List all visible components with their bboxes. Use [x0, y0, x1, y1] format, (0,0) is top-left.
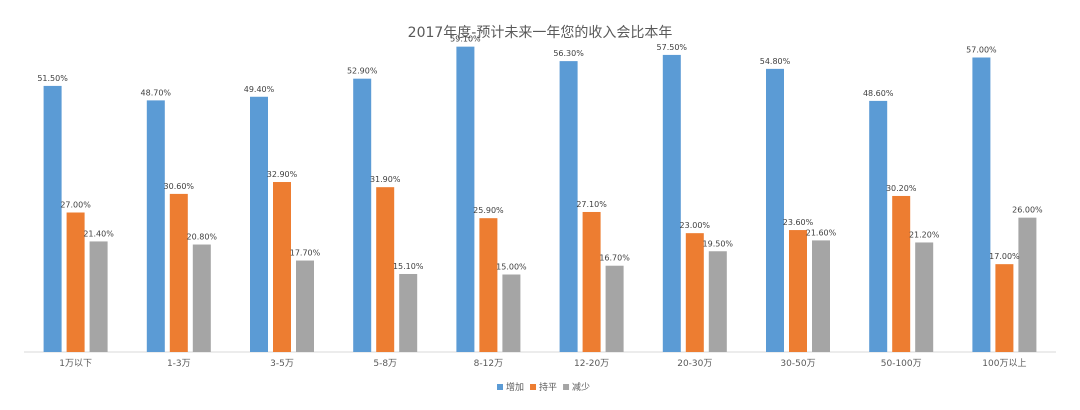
- legend: 增加 持平 减少: [497, 381, 590, 393]
- data-label-s0-c4: 59.10%: [450, 35, 481, 44]
- x-tick-label-1: 1-3万: [167, 359, 191, 369]
- data-label-s0-c3: 52.90%: [347, 67, 378, 76]
- legend-swatch-0: [497, 384, 503, 390]
- bar-s1-c7: [789, 230, 807, 352]
- data-label-s2-c6: 19.50%: [703, 239, 734, 248]
- legend-swatch-2: [563, 384, 570, 390]
- data-label-s1-c2: 32.90%: [267, 170, 298, 179]
- chart-title: 2017年度-预计未来一年您的收入会比本年: [408, 24, 673, 41]
- bar-s1-c1: [169, 193, 188, 352]
- bar-s2-c6: [708, 251, 727, 352]
- bar-s0-c1: [146, 100, 165, 352]
- bar-s0-c2: [250, 96, 268, 353]
- data-label-s1-c9: 17.00%: [989, 252, 1020, 261]
- legend-label-0: 增加: [506, 381, 524, 393]
- data-label-s0-c8: 48.60%: [863, 89, 894, 98]
- bar-s2-c3: [399, 273, 418, 352]
- data-label-s1-c1: 30.60%: [164, 182, 195, 191]
- legend-label-2: 减少: [572, 381, 590, 393]
- bar-s1-c0: [66, 212, 85, 352]
- x-tick-label-3: 5-8万: [373, 359, 397, 369]
- bar-s1-c5: [582, 211, 601, 352]
- data-label-s0-c9: 57.00%: [966, 46, 997, 55]
- data-label-s1-c7: 23.60%: [783, 218, 814, 227]
- bar-s2-c7: [812, 240, 830, 352]
- legend-label-1: 持平: [539, 381, 557, 393]
- data-label-s0-c0: 51.50%: [37, 74, 68, 83]
- x-tick-label-0: 1万以下: [59, 359, 92, 369]
- bar-s0-c8: [869, 100, 888, 353]
- data-label-s1-c6: 23.00%: [680, 221, 711, 230]
- bar-s2-c1: [192, 244, 211, 352]
- data-label-s2-c5: 16.70%: [599, 254, 630, 263]
- bar-s1-c3: [376, 187, 395, 352]
- bar-s0-c3: [353, 78, 372, 352]
- bar-s2-c8: [915, 242, 934, 352]
- bar-s0-c4: [456, 46, 475, 353]
- data-label-s1-c0: 27.00%: [60, 201, 91, 210]
- data-label-s2-c9: 26.00%: [1012, 206, 1043, 215]
- data-label-s1-c8: 30.20%: [886, 184, 917, 193]
- x-tick-label-5: 12-20万: [574, 359, 609, 369]
- data-label-s1-c3: 31.90%: [370, 175, 401, 184]
- data-label-s1-c4: 25.90%: [473, 206, 504, 215]
- data-label-s2-c1: 20.80%: [187, 233, 218, 242]
- data-label-s2-c0: 21.40%: [83, 229, 114, 238]
- bar-s2-c5: [605, 265, 624, 352]
- data-label-s0-c6: 57.50%: [657, 43, 688, 52]
- bar-s1-c8: [892, 195, 911, 352]
- data-label-s0-c2: 49.40%: [244, 85, 275, 94]
- legend-swatch-1: [530, 384, 537, 390]
- bar-s2-c4: [502, 274, 521, 352]
- data-label-s2-c2: 17.70%: [290, 249, 321, 258]
- x-tick-label-8: 50-100万: [881, 359, 922, 369]
- x-tick-label-7: 30-50万: [780, 359, 815, 369]
- bar-s1-c2: [273, 182, 291, 352]
- data-label-s2-c8: 21.20%: [909, 230, 940, 239]
- data-label-s0-c5: 56.30%: [553, 49, 584, 58]
- data-label-s1-c5: 27.10%: [576, 200, 607, 209]
- x-tick-labels-group: 1万以下 1-3万 3-5万 5-8万 8-12万 12-20万 20-30万 30-50万 5…: [59, 358, 1026, 369]
- bars-group: [43, 46, 1037, 353]
- data-label-s2-c4: 15.00%: [496, 263, 527, 272]
- x-tick-label-6: 20-30万: [677, 359, 712, 369]
- x-tick-label-9: 100万以上: [982, 358, 1026, 369]
- data-label-s2-c7: 21.60%: [806, 228, 837, 237]
- bar-s0-c9: [972, 57, 991, 352]
- bar-s0-c7: [766, 68, 784, 352]
- x-tick-label-4: 8-12万: [474, 359, 503, 369]
- bar-s2-c9: [1018, 217, 1037, 352]
- bar-s0-c0: [43, 85, 62, 353]
- bar-s2-c0: [89, 241, 108, 352]
- bar-s1-c6: [685, 233, 704, 352]
- x-tick-label-2: 3-5万: [270, 359, 294, 369]
- data-labels-group: 51.50% 27.00% 21.40% 48.70% 30.60% 20.80% 49.4…: [37, 35, 1043, 272]
- bar-s0-c5: [559, 61, 578, 352]
- data-label-s2-c3: 15.10%: [393, 262, 424, 271]
- bar-s0-c6: [662, 54, 681, 353]
- data-label-s0-c7: 54.80%: [760, 57, 791, 66]
- bar-s1-c9: [995, 264, 1014, 352]
- bar-s2-c2: [296, 260, 314, 352]
- data-label-s0-c1: 48.70%: [141, 88, 172, 97]
- bar-s1-c4: [479, 218, 498, 352]
